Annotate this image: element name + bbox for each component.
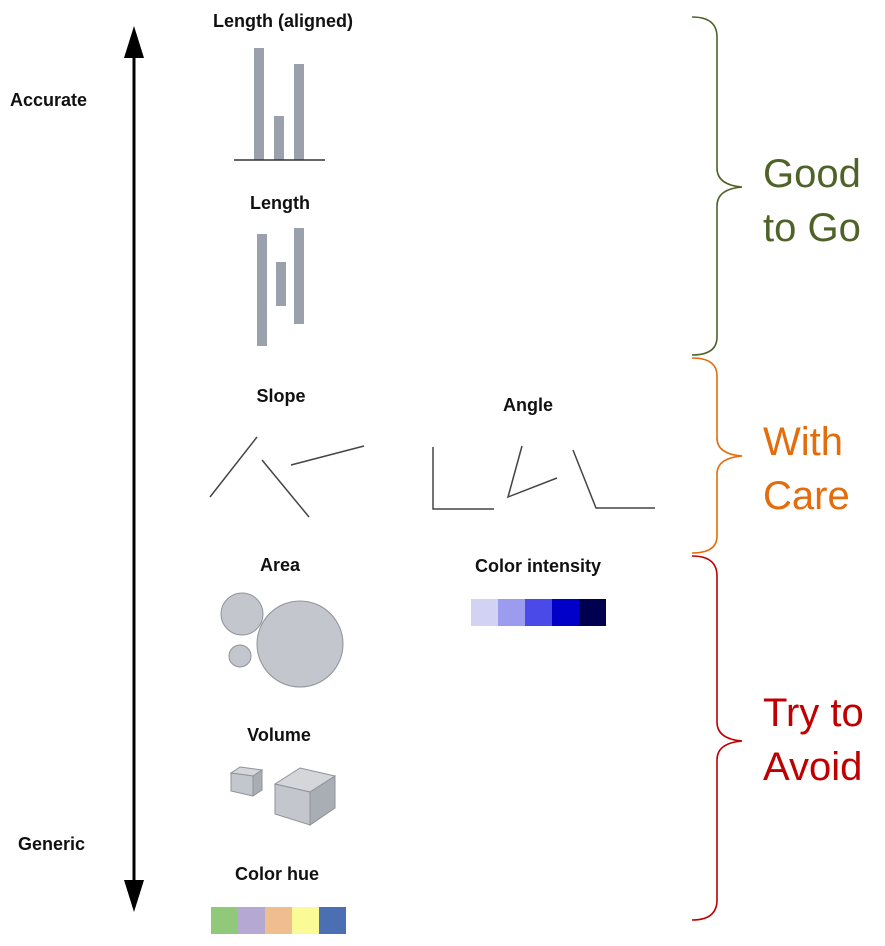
- length-glyph: [257, 228, 304, 346]
- channel-label-length: Length: [250, 193, 310, 213]
- bracket-good-to-go: [691, 16, 743, 356]
- channel-label-angle: Angle: [502, 395, 554, 415]
- color-hue-glyph: [211, 907, 346, 934]
- axis-label-accurate: Accurate: [10, 90, 88, 110]
- channel-label-color-intensity: Color intensity: [474, 556, 602, 576]
- slope-glyph: [209, 436, 365, 518]
- length-aligned-glyph: [234, 48, 325, 161]
- axis-label-generic: Generic: [18, 834, 86, 854]
- group-label-try-to-avoid: Try to Avoid: [763, 691, 864, 789]
- channel-label-volume: Volume: [247, 725, 311, 745]
- area-glyph: [220, 592, 344, 688]
- group-label-good-to-go: Good to Go: [763, 152, 861, 250]
- arrow-down-icon: [124, 880, 144, 912]
- accuracy-axis-arrow: [124, 26, 144, 912]
- arrow-up-icon: [124, 26, 144, 58]
- channel-label-color-hue: Color hue: [235, 864, 319, 884]
- bracket-try-to-avoid: [691, 555, 743, 921]
- channel-label-area: Area: [259, 555, 301, 575]
- channel-label-length-aligned: Length (aligned): [213, 11, 353, 31]
- bracket-with-care: [691, 357, 743, 554]
- angle-glyph: [432, 445, 655, 510]
- color-intensity-glyph: [471, 599, 606, 626]
- channel-label-slope: Slope: [256, 386, 306, 406]
- volume-glyph: [229, 766, 337, 826]
- group-label-with-care: With Care: [763, 420, 850, 518]
